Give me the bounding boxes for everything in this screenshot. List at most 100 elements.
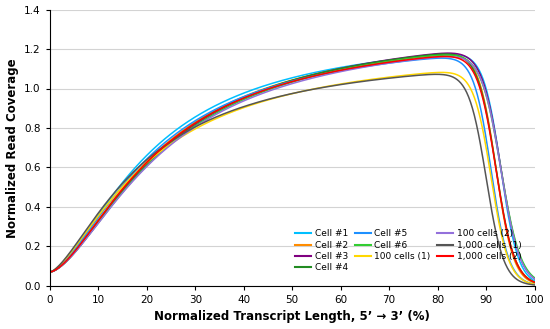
- Cell #2: [521, 274, 527, 278]
- Cell #5: [531, 282, 538, 286]
- Cell #5: [277, 83, 283, 87]
- Cell #2: [46, 270, 53, 274]
- 1,000 cells (2): [335, 69, 342, 73]
- Cell #3: [521, 264, 527, 268]
- Line: Cell #5: Cell #5: [50, 58, 535, 284]
- 1,000 cells (1): [445, 73, 452, 77]
- 1,000 cells (2): [445, 55, 452, 59]
- Cell #4: [445, 52, 452, 56]
- Line: 100 cells (1): 100 cells (1): [50, 72, 535, 284]
- Cell #6: [46, 270, 53, 274]
- 100 cells (2): [335, 70, 342, 74]
- Line: Cell #1: Cell #1: [50, 55, 535, 281]
- 1,000 cells (1): [335, 83, 342, 87]
- 100 cells (2): [445, 55, 452, 59]
- 1,000 cells (1): [309, 88, 315, 91]
- 1,000 cells (2): [521, 273, 527, 277]
- Cell #5: [521, 278, 527, 282]
- Cell #6: [531, 276, 538, 280]
- Cell #4: [277, 82, 283, 86]
- 100 cells (1): [277, 95, 283, 99]
- Line: 1,000 cells (2): 1,000 cells (2): [50, 57, 535, 282]
- Cell #3: [46, 270, 53, 274]
- Cell #3: [444, 51, 450, 55]
- Cell #4: [521, 273, 527, 277]
- 1,000 cells (2): [309, 74, 315, 78]
- Cell #2: [335, 67, 342, 71]
- Line: 1,000 cells (1): 1,000 cells (1): [50, 74, 535, 285]
- 1,000 cells (1): [277, 94, 283, 98]
- Cell #3: [277, 82, 283, 86]
- Cell #4: [531, 280, 538, 284]
- Line: Cell #6: Cell #6: [50, 55, 535, 278]
- 1,000 cells (1): [46, 270, 53, 274]
- Line: Cell #4: Cell #4: [50, 54, 535, 282]
- Cell #6: [521, 262, 527, 266]
- Cell #4: [309, 73, 315, 77]
- 1,000 cells (2): [279, 82, 286, 86]
- Cell #5: [279, 82, 286, 86]
- Cell #2: [279, 81, 286, 85]
- Legend: Cell #1, Cell #2, Cell #3, Cell #4, Cell #5, Cell #6, 100 cells (1), 100 cells (: Cell #1, Cell #2, Cell #3, Cell #4, Cell…: [292, 226, 525, 276]
- Cell #3: [445, 51, 452, 55]
- Cell #1: [46, 270, 53, 274]
- Cell #5: [335, 69, 342, 73]
- Cell #6: [279, 83, 286, 87]
- 1,000 cells (1): [521, 281, 527, 285]
- 1,000 cells (1): [433, 72, 440, 76]
- Line: 100 cells (2): 100 cells (2): [50, 57, 535, 279]
- Cell #4: [46, 270, 53, 274]
- 100 cells (1): [279, 94, 286, 98]
- Cell #2: [277, 82, 283, 86]
- 100 cells (1): [531, 282, 538, 286]
- 1,000 cells (2): [277, 83, 283, 87]
- Cell #6: [309, 75, 315, 79]
- 100 cells (2): [309, 76, 315, 80]
- 1,000 cells (2): [441, 55, 448, 59]
- Cell #1: [277, 79, 283, 83]
- Cell #6: [445, 53, 452, 57]
- 1,000 cells (2): [531, 280, 538, 284]
- Cell #5: [445, 57, 452, 61]
- Cell #3: [309, 73, 315, 77]
- Cell #1: [309, 71, 315, 75]
- Cell #2: [445, 53, 452, 57]
- Cell #2: [309, 73, 315, 77]
- X-axis label: Normalized Transcript Length, 5’ → 3’ (%): Normalized Transcript Length, 5’ → 3’ (%…: [154, 311, 430, 323]
- Cell #1: [521, 268, 527, 272]
- Cell #6: [277, 84, 283, 88]
- 100 cells (1): [438, 70, 444, 74]
- Cell #6: [335, 68, 342, 72]
- 100 cells (1): [46, 270, 53, 274]
- 1,000 cells (1): [279, 94, 286, 98]
- 100 cells (1): [309, 87, 315, 91]
- 100 cells (1): [335, 83, 342, 87]
- Cell #1: [335, 66, 342, 70]
- Cell #6: [443, 53, 449, 57]
- Cell #3: [531, 277, 538, 281]
- 100 cells (1): [445, 71, 452, 75]
- Cell #3: [335, 67, 342, 71]
- Line: Cell #2: Cell #2: [50, 55, 535, 283]
- Y-axis label: Normalized Read Coverage: Normalized Read Coverage: [6, 58, 19, 238]
- Cell #1: [447, 53, 453, 57]
- 100 cells (2): [444, 55, 450, 59]
- Cell #3: [279, 82, 286, 86]
- Cell #2: [444, 53, 450, 57]
- 100 cells (1): [521, 279, 527, 283]
- 100 cells (2): [279, 85, 286, 89]
- Cell #4: [279, 81, 286, 85]
- Cell #4: [442, 52, 449, 56]
- 100 cells (2): [46, 270, 53, 274]
- 100 cells (2): [521, 264, 527, 268]
- 1,000 cells (1): [531, 283, 538, 287]
- Cell #1: [279, 78, 286, 82]
- Cell #5: [309, 74, 315, 78]
- 100 cells (2): [531, 277, 538, 281]
- Cell #1: [444, 53, 450, 57]
- Line: Cell #3: Cell #3: [50, 53, 535, 279]
- Cell #5: [46, 270, 53, 274]
- Cell #1: [531, 279, 538, 283]
- Cell #2: [531, 281, 538, 285]
- Cell #5: [438, 56, 444, 60]
